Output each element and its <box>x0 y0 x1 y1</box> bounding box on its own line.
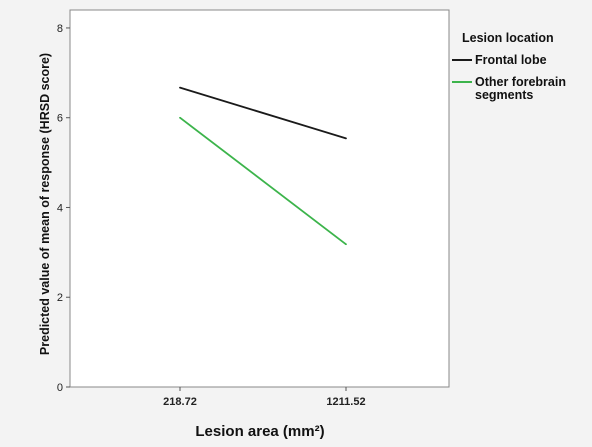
legend-label-2: Other forebrain segments <box>475 75 566 102</box>
series-2-point <box>179 116 181 119</box>
series-line-2 <box>179 116 347 245</box>
legend-items: Frontal lobe Other forebrain segments <box>452 53 566 102</box>
y-tick-label: 2 <box>57 292 63 304</box>
x-axis: 218.72 1211.52 <box>163 387 366 408</box>
y-tick-label: 4 <box>57 202 63 214</box>
series-line-1 <box>179 86 347 140</box>
legend-title: Lesion location <box>462 31 554 45</box>
x-axis-title: Lesion area (mm²) <box>195 423 324 440</box>
legend-label-1: Frontal lobe <box>475 53 547 67</box>
series-layer <box>179 86 347 246</box>
series-1-point <box>179 86 181 89</box>
y-tick-label: 6 <box>57 113 63 125</box>
plot-area <box>69 9 450 388</box>
series-2-point <box>345 243 347 246</box>
legend: Lesion location Frontal lobe Other forebr… <box>452 31 566 102</box>
x-tick-label: 1211.52 <box>326 396 365 408</box>
y-tick-label: 0 <box>57 382 63 394</box>
series-1-point <box>345 137 347 140</box>
y-axis: 0 2 4 6 8 <box>57 23 70 394</box>
y-tick-label: 8 <box>57 23 63 35</box>
y-axis-title: Predicted value of mean of response (HRS… <box>38 53 52 355</box>
x-tick-label: 218.72 <box>163 396 197 408</box>
